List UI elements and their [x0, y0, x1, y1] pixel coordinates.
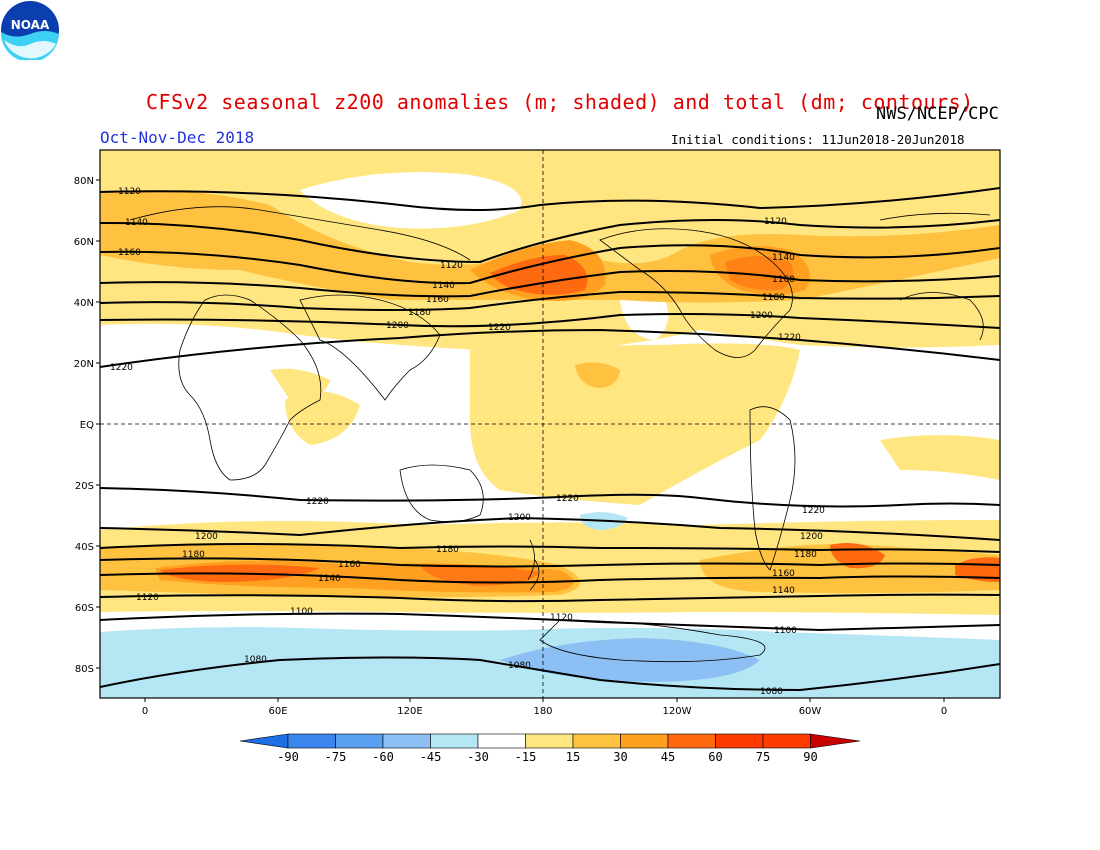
- contour-label: 1220: [802, 506, 825, 516]
- noaa-logo-text: NOAA: [11, 18, 50, 32]
- lat-label: 20S: [75, 481, 94, 492]
- lon-label: 60E: [268, 706, 287, 717]
- contour-label: 1220: [488, 323, 511, 333]
- colorbar-cell: [715, 733, 764, 749]
- colorbar-tick-label: 30: [613, 750, 627, 764]
- colorbar-cell: [525, 733, 574, 749]
- lat-label: 40N: [74, 298, 94, 309]
- colorbar-tick-label: -30: [467, 750, 489, 764]
- contour-label: 1120: [440, 261, 463, 271]
- lat-label: 60S: [75, 603, 94, 614]
- lon-label: 120E: [397, 706, 422, 717]
- lon-label: 60W: [799, 706, 822, 717]
- colorbar-tick-label: -60: [372, 750, 394, 764]
- contour-label: 1160: [426, 295, 449, 305]
- contour-label: 1220: [556, 494, 579, 504]
- lon-label: 120W: [663, 706, 692, 717]
- contour-label: 1180: [182, 550, 205, 560]
- colorbar-cell: [477, 733, 526, 749]
- contour-label: 1160: [118, 248, 141, 258]
- contour-label: 1140: [318, 574, 341, 584]
- colorbar-tick-label: 75: [756, 750, 770, 764]
- contour-label: 1200: [750, 311, 773, 321]
- contour-label: 1180: [794, 550, 817, 560]
- contour-label: 1160: [338, 560, 361, 570]
- contour-label: 1080: [244, 655, 267, 665]
- contour-label: 1220: [778, 333, 801, 343]
- colorbar-cell: [287, 733, 336, 749]
- colorbar-arrow-high: [810, 733, 861, 749]
- forecast-period: Oct-Nov-Dec 2018: [100, 128, 255, 147]
- lat-label: 60N: [74, 237, 94, 248]
- latitude-axis: 80N 60N 40N 20N EQ 20S 40S 60S 80S: [74, 176, 94, 675]
- contour-label: 1220: [306, 497, 329, 507]
- colorbar-cell: [572, 733, 621, 749]
- contour-label: 1120: [764, 217, 787, 227]
- colorbar-cell: [762, 733, 811, 749]
- colorbar-tick-label: 60: [708, 750, 722, 764]
- contour-label: 1140: [772, 253, 795, 263]
- height-contours: [100, 187, 1000, 692]
- colorbar-tick-label: 90: [803, 750, 817, 764]
- colorbar-tick-label: -75: [325, 750, 347, 764]
- longitude-axis: 0 60E 120E 180 120W 60W 0: [142, 706, 947, 717]
- contour-labels: 1120 1140 1160 1220 1120 1140 1160 1180 …: [110, 187, 825, 697]
- map-title: CFSv2 seasonal z200 anomalies (m; shaded…: [146, 90, 974, 114]
- contour-label: 1120: [136, 593, 159, 603]
- lat-label: 80S: [75, 664, 94, 675]
- contour-label: 1100: [290, 607, 313, 617]
- lon-label: 0: [941, 706, 947, 717]
- colorbar-tick-label: -45: [420, 750, 442, 764]
- contour-label: 1160: [772, 275, 795, 285]
- colorbar-cell: [620, 733, 669, 749]
- contour-label: 1180: [408, 308, 431, 318]
- colorbar-cell: [430, 733, 479, 749]
- lat-label: 80N: [74, 176, 94, 187]
- contour-label: 1180: [436, 545, 459, 555]
- contour-label: 1080: [508, 661, 531, 671]
- lat-label: 20N: [74, 359, 94, 370]
- lon-label: 0: [142, 706, 148, 717]
- colorbar-cell: [667, 733, 716, 749]
- lat-label: EQ: [80, 420, 94, 431]
- lat-label: 40S: [75, 542, 94, 553]
- colorbar-tick-label: 45: [661, 750, 675, 764]
- contour-label: 1200: [800, 532, 823, 542]
- coastlines: [129, 206, 991, 663]
- colorbar-tick-label: -15: [515, 750, 537, 764]
- contour-label: 1160: [772, 569, 795, 579]
- contour-label: 1180: [762, 293, 785, 303]
- contour-label: 1200: [508, 513, 531, 523]
- noaa-logo: NOAA: [0, 1, 60, 63]
- contour-label: 1140: [432, 281, 455, 291]
- contour-label: 1140: [125, 218, 148, 228]
- lon-label: 180: [533, 706, 552, 717]
- contour-label: 1100: [774, 626, 797, 636]
- colorbar-arrow-low: [239, 733, 289, 749]
- colorbar-tick-label: 15: [566, 750, 580, 764]
- lon-ticks: [144, 698, 945, 702]
- contour-label: 1220: [110, 363, 133, 373]
- initial-conditions: Initial conditions: 11Jun2018-20Jun2018: [671, 132, 965, 147]
- colorbar-tick-label: -90: [277, 750, 299, 764]
- agency-label: NWS/NCEP/CPC: [876, 104, 999, 124]
- colorbar-cell: [382, 733, 431, 749]
- contour-label: 1120: [118, 187, 141, 197]
- contour-label: 1080: [760, 687, 783, 697]
- lat-ticks: [96, 179, 100, 669]
- contour-label: 1200: [195, 532, 218, 542]
- contour-label: 1120: [550, 613, 573, 623]
- contour-label: 1140: [772, 586, 795, 596]
- colorbar-cell: [335, 733, 384, 749]
- contour-label: 1200: [386, 321, 409, 331]
